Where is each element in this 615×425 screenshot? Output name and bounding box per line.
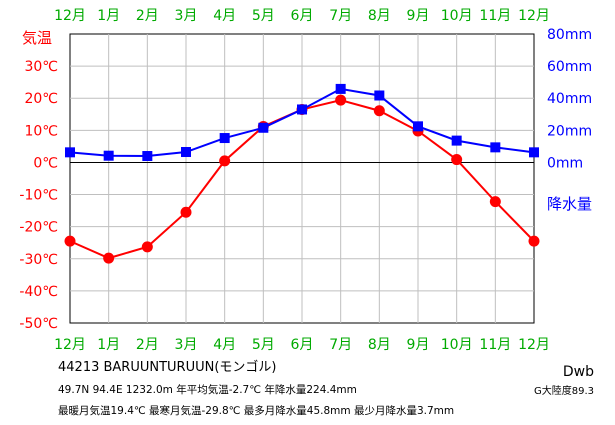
right-tick-label: 40mm (547, 91, 592, 107)
month-label-top: 2月 (136, 8, 159, 24)
month-label-bottom: 12月 (518, 337, 550, 353)
month-label-top: 5月 (252, 8, 275, 24)
precipitation-point (181, 147, 191, 158)
temperature-point (451, 154, 463, 166)
precipitation-point (413, 121, 423, 132)
left-tick-label: -50℃ (19, 316, 58, 332)
left-tick-label: -10℃ (19, 188, 58, 204)
station-extremes: 最暖月気温19.4℃ 最寒月気温-29.8℃ 最多月降水量45.8mm 最少月降… (58, 405, 455, 417)
precipitation-point (219, 133, 230, 144)
month-label-top: 9月 (407, 8, 430, 24)
right-tick-label: 20mm (547, 123, 592, 139)
month-label-top: 6月 (291, 8, 314, 24)
month-label-top: 12月 (54, 8, 86, 24)
left-tick-label: 10℃ (24, 123, 58, 139)
precipitation-point (374, 90, 385, 101)
month-label-top: 10月 (441, 8, 473, 24)
station-summary: 49.7N 94.4E 1232.0m 年平均気温-2.7℃ 年降水量224.4… (58, 384, 357, 396)
month-label-bottom: 4月 (213, 337, 236, 353)
precipitation-point (490, 142, 501, 153)
precipitation-point (258, 122, 269, 133)
temperature-point (103, 252, 115, 264)
month-label-bottom: 10月 (441, 337, 473, 353)
temperature-point (219, 155, 231, 167)
right-tick-label: 60mm (547, 59, 592, 75)
precipitation-point (335, 83, 346, 94)
month-label-top: 8月 (368, 8, 391, 24)
month-label-top: 7月 (329, 8, 352, 24)
month-label-top: 11月 (479, 8, 511, 24)
precipitation-point (297, 104, 307, 115)
precipitation-point (142, 151, 153, 162)
precipitation-point (529, 147, 539, 158)
month-label-bottom: 2月 (136, 337, 159, 353)
left-tick-label: 0℃ (33, 155, 58, 171)
left-axis-title: 気温 (22, 29, 52, 47)
climate-class: Dwb (562, 364, 594, 380)
month-label-bottom: 8月 (368, 337, 391, 353)
month-label-top: 1月 (97, 8, 120, 24)
left-tick-label: 30℃ (24, 59, 58, 75)
left-tick-label: 20℃ (24, 91, 58, 107)
month-label-bottom: 1月 (97, 337, 120, 353)
temperature-point (373, 105, 385, 117)
left-tick-label: -40℃ (19, 284, 58, 300)
month-label-top: 3月 (175, 8, 198, 24)
month-label-bottom: 9月 (407, 337, 430, 353)
month-label-bottom: 6月 (291, 337, 314, 353)
continentality-label: G大陸度89.3 (533, 386, 594, 397)
temperature-point (335, 94, 347, 106)
right-tick-label: 80mm (547, 27, 592, 43)
month-label-top: 4月 (213, 8, 236, 24)
temperature-point (141, 241, 153, 253)
precipitation-point (65, 147, 75, 158)
temperature-point (489, 196, 501, 208)
temperature-point (528, 235, 540, 247)
precipitation-point (451, 135, 462, 146)
month-label-bottom: 5月 (252, 337, 275, 353)
temperature-point (180, 206, 192, 218)
month-label-bottom: 7月 (329, 337, 352, 353)
right-tick-label: 0mm (547, 155, 583, 171)
month-label-bottom: 3月 (175, 337, 198, 353)
right-axis-title: 降水量 (547, 195, 592, 213)
month-label-bottom: 12月 (54, 337, 86, 353)
temperature-point (64, 235, 76, 247)
month-label-top: 12月 (518, 8, 550, 24)
left-tick-label: -20℃ (19, 220, 58, 236)
left-tick-label: -30℃ (19, 252, 58, 268)
station-name: 44213 BARUUNTURUUN(モンゴル) (58, 360, 277, 375)
precipitation-point (103, 150, 114, 161)
month-label-bottom: 11月 (479, 337, 511, 353)
